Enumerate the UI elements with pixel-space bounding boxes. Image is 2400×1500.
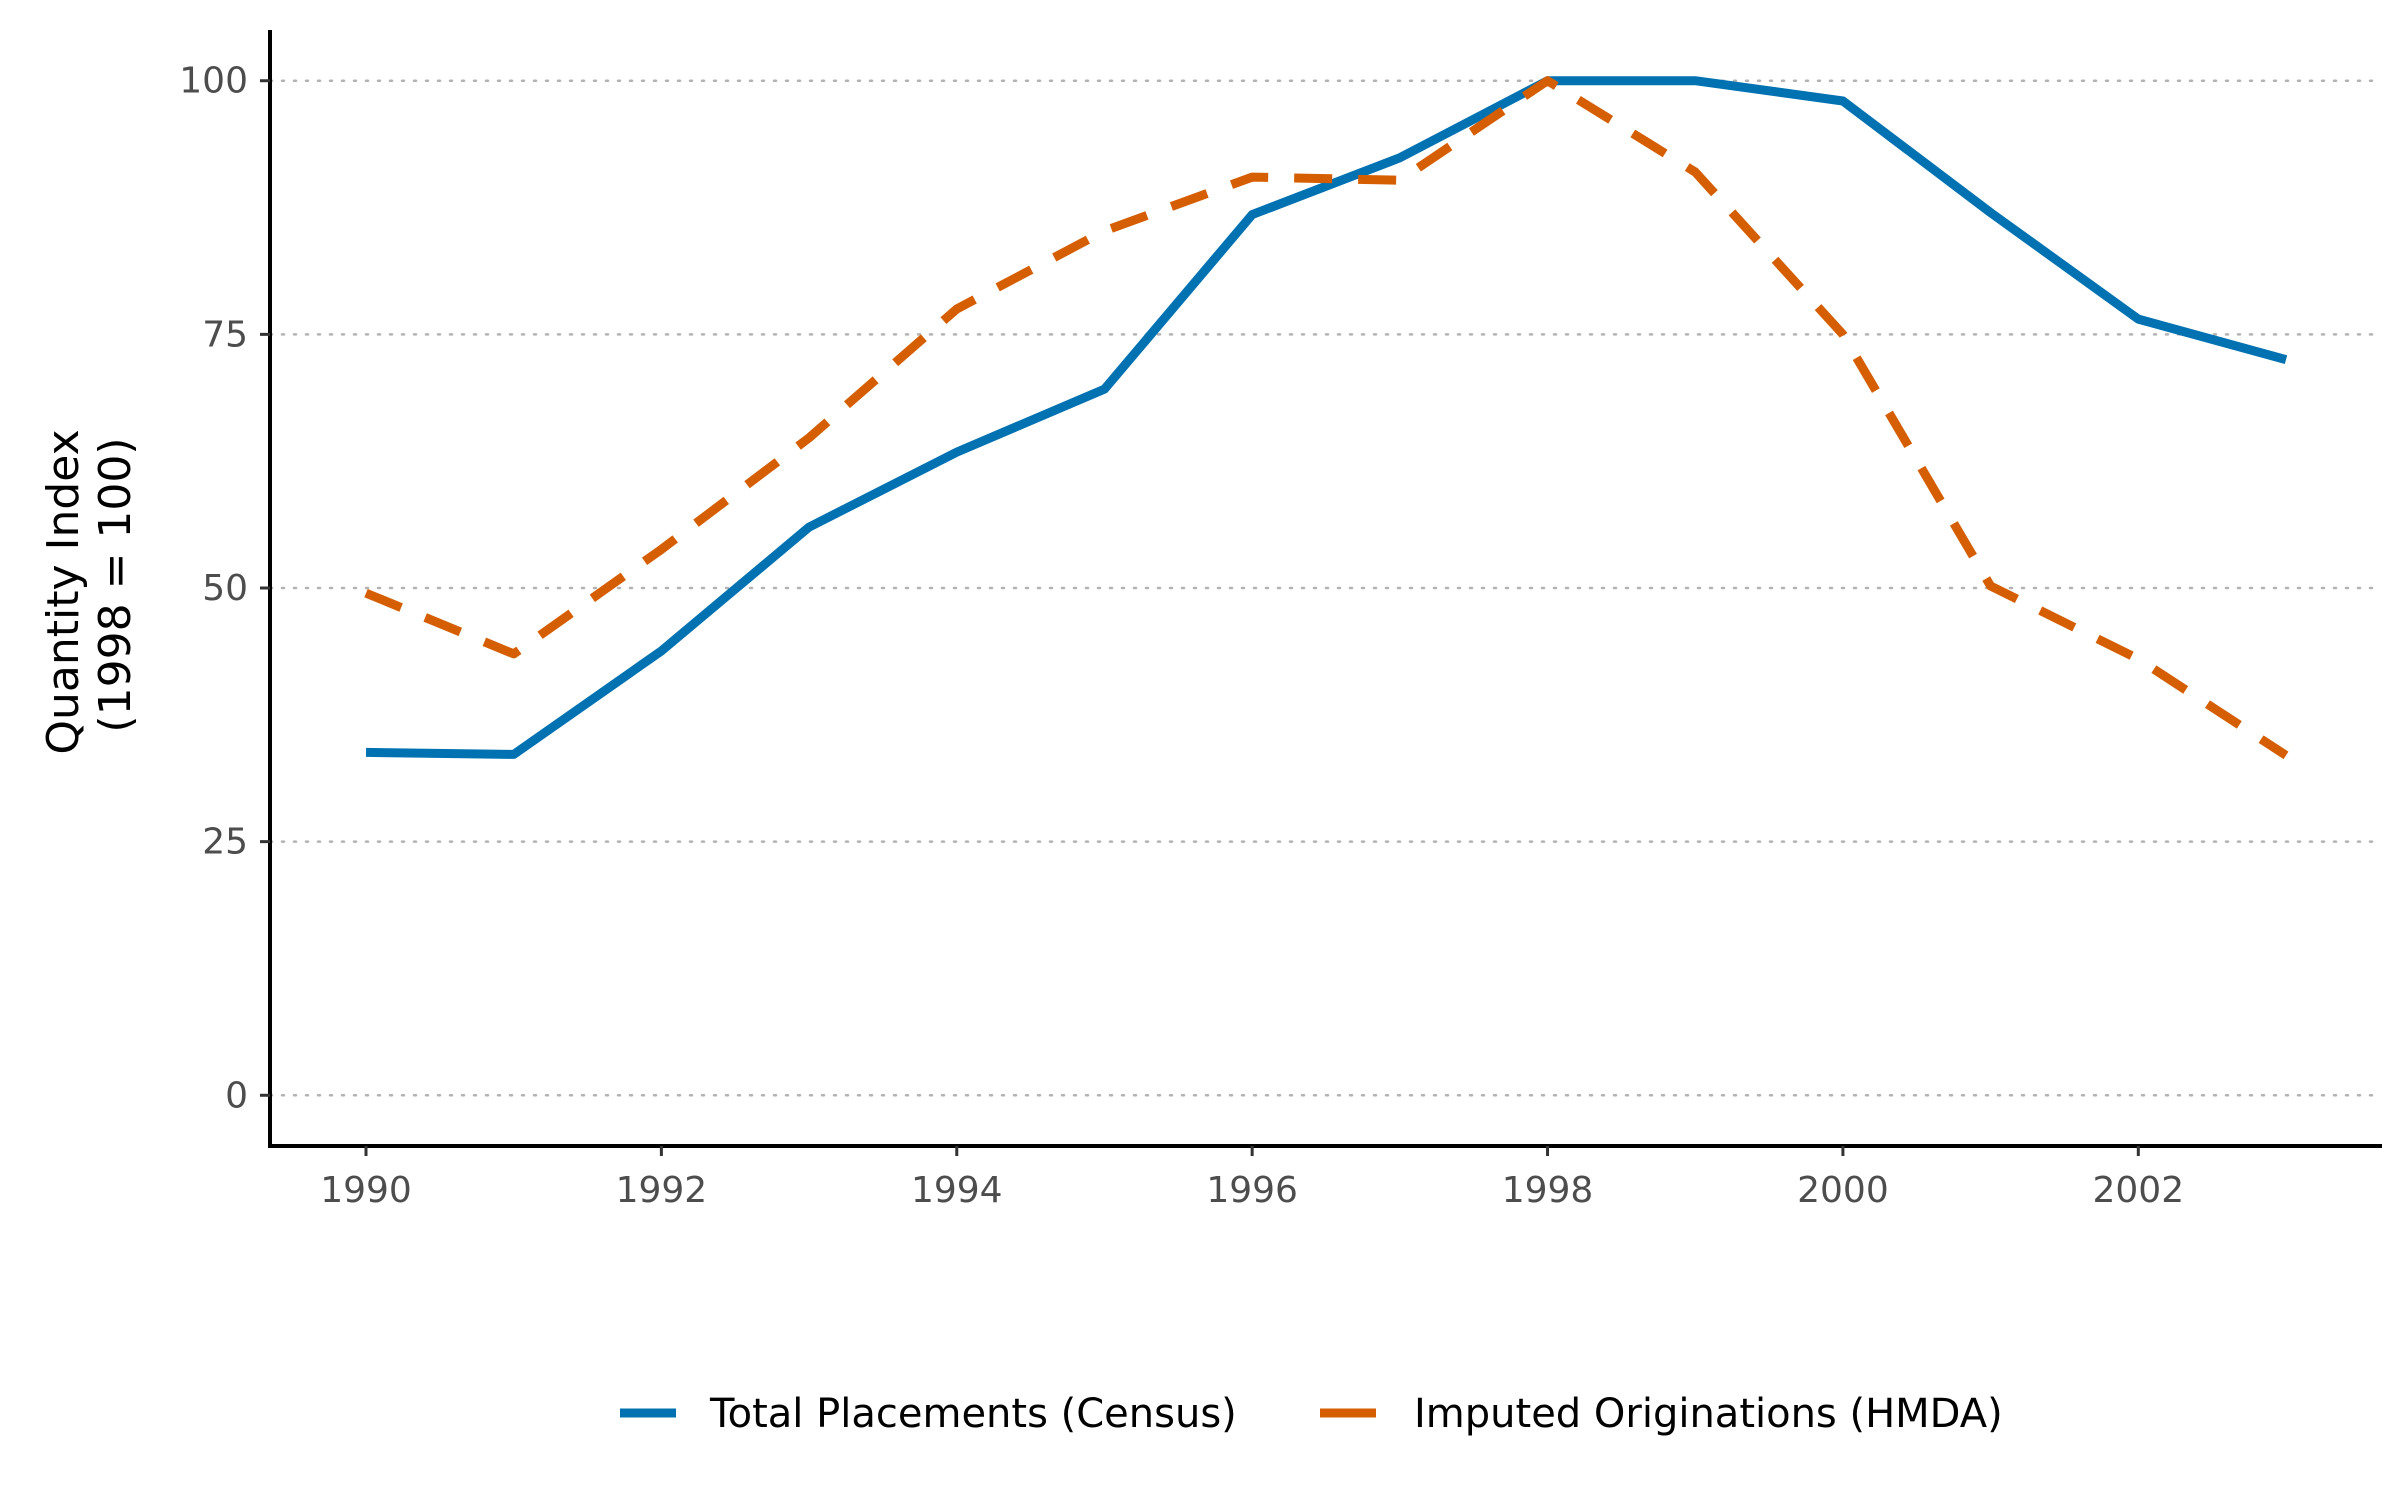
x-tick-label: 1990: [320, 1170, 412, 1211]
series-line-total-placements: [365, 76, 2288, 759]
x-tick-label: 2002: [2092, 1170, 2184, 1211]
y-tick-label: 75: [202, 314, 248, 355]
legend-label-imputed-originations: Imputed Originations (HMDA): [1414, 1391, 2003, 1437]
y-tick-label: 25: [202, 822, 248, 863]
y-tick-label: 0: [225, 1075, 248, 1116]
y-axis-title: Quantity Index (1998 = 100): [38, 415, 141, 754]
y-axis-title-line-2: (1998 = 100): [90, 437, 141, 732]
series-line-imputed-originations: [364, 76, 2289, 760]
legend: Total Placements (Census) Imputed Origin…: [620, 1391, 2003, 1437]
legend-label-total-placements: Total Placements (Census): [709, 1391, 1237, 1437]
x-axis-ticks: 1990 1992 1994 1996 1998 2000 2002: [320, 1146, 2184, 1211]
x-tick-label: 1996: [1206, 1170, 1298, 1211]
x-tick-label: 1992: [616, 1170, 708, 1211]
gridlines: [268, 79, 2384, 1097]
x-tick-label: 1994: [911, 1170, 1003, 1211]
y-axis-ticks: 0 25 50 75 100: [179, 61, 270, 1116]
y-tick-label: 100: [179, 61, 248, 102]
y-tick-label: 50: [202, 568, 248, 609]
x-tick-label: 2000: [1797, 1170, 1889, 1211]
series-lines: [364, 76, 2289, 760]
x-tick-label: 1998: [1502, 1170, 1594, 1211]
y-axis-title-line-1: Quantity Index: [38, 429, 89, 754]
